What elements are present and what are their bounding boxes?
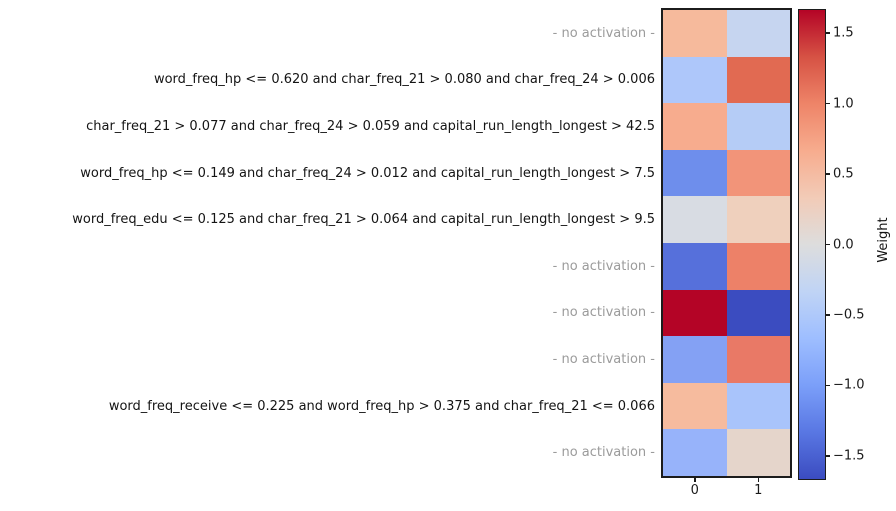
colorbar-tick-label: 0.5 bbox=[833, 166, 854, 182]
row-label-no-activation: - no activation - bbox=[552, 258, 655, 274]
heatmap-cell bbox=[726, 336, 790, 383]
row-label-rule: word_freq_receive <= 0.225 and word_freq… bbox=[108, 398, 655, 414]
colorbar-axis-label: Weight bbox=[876, 217, 891, 263]
x-tick-mark bbox=[757, 478, 759, 482]
colorbar-tick-mark bbox=[826, 173, 830, 175]
colorbar-tick-mark bbox=[826, 384, 830, 387]
row-label-no-activation: - no activation - bbox=[552, 25, 655, 41]
heatmap-cell bbox=[663, 382, 727, 430]
row-label-rule: word_freq_edu <= 0.125 and char_freq_21 … bbox=[72, 212, 655, 228]
x-tick-label: 0 bbox=[690, 483, 699, 498]
heatmap-cell bbox=[726, 149, 790, 197]
heatmap-cell bbox=[663, 56, 727, 104]
heatmap-cell bbox=[663, 429, 727, 476]
heatmap-cell bbox=[726, 10, 790, 57]
x-tick-mark bbox=[694, 478, 696, 482]
heatmap-cell bbox=[663, 336, 727, 383]
colorbar-tick-label: 1.5 bbox=[833, 25, 854, 41]
colorbar-tick-label: 0.0 bbox=[833, 237, 854, 252]
heatmap-cell bbox=[726, 103, 790, 150]
heatmap-cell bbox=[726, 242, 790, 290]
heatmap-cell bbox=[726, 289, 790, 337]
heatmap-cell bbox=[726, 382, 790, 430]
row-label-no-activation: - no activation - bbox=[552, 305, 655, 321]
colorbar-tick-label: −1.5 bbox=[833, 448, 865, 464]
colorbar-gradient bbox=[799, 10, 825, 479]
colorbar-tick-mark bbox=[826, 314, 830, 316]
heatmap-cell bbox=[726, 56, 790, 104]
row-label-rule: word_freq_hp <= 0.149 and char_freq_24 >… bbox=[80, 165, 655, 181]
heatmap-cell bbox=[726, 196, 790, 243]
heatmap-cell bbox=[663, 103, 727, 150]
heatmap-cell bbox=[663, 196, 727, 243]
heatmap-cell bbox=[663, 242, 727, 290]
colorbar-tick-mark bbox=[826, 102, 830, 105]
row-label-no-activation: - no activation - bbox=[552, 445, 655, 461]
heatmap-cell bbox=[663, 149, 727, 197]
colorbar-tick-label: −0.5 bbox=[833, 307, 865, 323]
colorbar-tick-mark bbox=[826, 455, 830, 457]
colorbar-tick-label: −1.0 bbox=[833, 377, 865, 393]
colorbar bbox=[798, 9, 826, 480]
heatmap-grid bbox=[661, 8, 792, 478]
heatmap-cell bbox=[663, 10, 727, 57]
row-label-rule: char_freq_21 > 0.077 and char_freq_24 > … bbox=[86, 118, 655, 134]
heatmap-cell bbox=[663, 289, 727, 337]
colorbar-tick-label: 1.0 bbox=[833, 96, 854, 112]
x-tick-label: 1 bbox=[754, 483, 763, 498]
row-label-no-activation: - no activation - bbox=[552, 351, 655, 367]
colorbar-tick-mark bbox=[826, 243, 830, 246]
heatmap-cell bbox=[726, 429, 790, 476]
colorbar-tick-mark bbox=[826, 32, 830, 34]
row-label-rule: word_freq_hp <= 0.620 and char_freq_21 >… bbox=[153, 72, 655, 88]
